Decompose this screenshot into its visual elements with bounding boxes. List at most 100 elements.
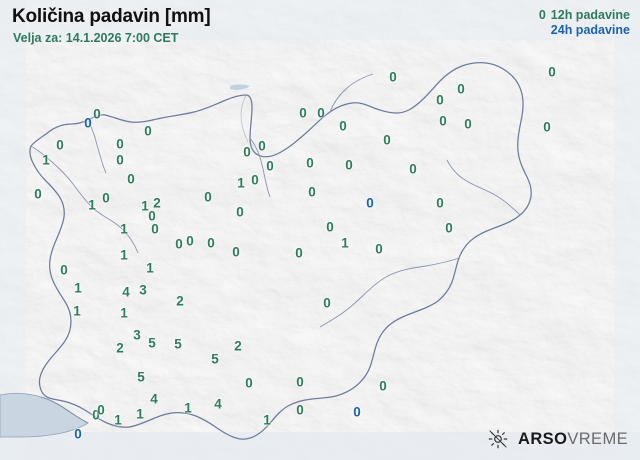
station-value[interactable]: 1 xyxy=(341,235,349,251)
station-value[interactable]: 0 xyxy=(389,69,397,85)
internal-boundary-line-1 xyxy=(87,119,107,174)
station-value[interactable]: 0 xyxy=(144,123,152,139)
logo-text-arso: ARSO xyxy=(518,429,568,448)
station-value[interactable]: 0 xyxy=(296,374,304,390)
station-value[interactable]: 4 xyxy=(122,284,130,300)
station-value[interactable]: 0 xyxy=(299,105,307,121)
national-border-slovenia xyxy=(29,62,532,440)
station-value[interactable]: 1 xyxy=(88,197,96,213)
station-value[interactable]: 0 xyxy=(409,161,417,177)
station-value[interactable]: 0 xyxy=(60,262,68,278)
station-value[interactable]: 0 xyxy=(353,404,361,420)
station-value[interactable]: 0 xyxy=(93,106,101,122)
station-value[interactable]: 1 xyxy=(120,247,128,263)
station-value[interactable]: 0 xyxy=(245,375,253,391)
station-value[interactable]: 1 xyxy=(184,400,192,416)
station-value[interactable]: 0 xyxy=(97,402,105,418)
station-value[interactable]: 0 xyxy=(148,208,156,224)
station-value[interactable]: 0 xyxy=(308,184,316,200)
station-value[interactable]: 1 xyxy=(136,406,144,422)
station-value[interactable]: 0 xyxy=(306,155,314,171)
station-value[interactable]: 1 xyxy=(120,221,128,237)
station-value[interactable]: 1 xyxy=(146,260,154,276)
station-value[interactable]: 0 xyxy=(116,152,124,168)
logo-text-vreme: VREME xyxy=(567,429,628,448)
station-value[interactable]: 0 xyxy=(204,189,212,205)
map-frame-haze-top xyxy=(0,0,640,40)
station-value[interactable]: 5 xyxy=(211,351,219,367)
station-value[interactable]: 0 xyxy=(92,407,100,423)
station-value[interactable]: 0 xyxy=(186,233,194,249)
station-value[interactable]: 5 xyxy=(148,335,156,351)
station-value[interactable]: 0 xyxy=(127,171,135,187)
map-frame-haze-right xyxy=(614,0,640,460)
station-value[interactable]: 0 xyxy=(323,295,331,311)
map-frame-haze-bottom xyxy=(0,432,640,460)
station-value[interactable]: 0 xyxy=(296,402,304,418)
station-value[interactable]: 0 xyxy=(339,118,347,134)
station-value[interactable]: 4 xyxy=(214,396,222,412)
station-value[interactable]: 2 xyxy=(176,293,184,309)
logo-text: ARSOVREME xyxy=(518,430,628,449)
station-value[interactable]: 2 xyxy=(234,338,242,354)
station-value[interactable]: 0 xyxy=(74,426,82,442)
map-frame-haze-left xyxy=(0,0,26,460)
station-value[interactable]: 0 xyxy=(548,64,556,80)
station-value[interactable]: 0 xyxy=(258,138,266,154)
station-value[interactable]: 1 xyxy=(114,412,122,428)
legend-label-12h: 12h padavine xyxy=(550,8,630,22)
station-value[interactable]: 0 xyxy=(445,220,453,236)
legend-item-24h: 24h padavine xyxy=(539,23,630,38)
station-value[interactable]: 0 xyxy=(379,378,387,394)
station-value[interactable]: 0 xyxy=(102,190,110,206)
station-value[interactable]: 0 xyxy=(207,235,215,251)
station-value[interactable]: 0 xyxy=(116,136,124,152)
station-value[interactable]: 0 xyxy=(383,132,391,148)
station-value[interactable]: 0 xyxy=(34,186,42,202)
station-value[interactable]: 0 xyxy=(295,245,303,261)
internal-boundary-line-4 xyxy=(319,257,460,328)
station-value[interactable]: 0 xyxy=(326,219,334,235)
internal-boundary-line-3 xyxy=(249,137,271,198)
station-value[interactable]: 0 xyxy=(457,81,465,97)
station-value[interactable]: 5 xyxy=(137,369,145,385)
station-value[interactable]: 4 xyxy=(150,391,158,407)
station-value[interactable]: 0 xyxy=(243,144,251,160)
station-value[interactable]: 0 xyxy=(266,158,274,174)
station-value[interactable]: 0 xyxy=(345,157,353,173)
station-value[interactable]: 2 xyxy=(153,195,161,211)
station-value[interactable]: 0 xyxy=(366,195,374,211)
station-value[interactable]: 0 xyxy=(84,115,92,131)
station-value[interactable]: 0 xyxy=(464,116,472,132)
station-value[interactable]: 1 xyxy=(73,303,81,319)
coastline-trieste-bay xyxy=(40,396,89,424)
station-value[interactable]: 0 xyxy=(232,244,240,260)
station-value[interactable]: 5 xyxy=(174,336,182,352)
station-value[interactable]: 0 xyxy=(439,113,447,129)
station-value[interactable]: 0 xyxy=(543,119,551,135)
station-value[interactable]: 1 xyxy=(141,198,149,214)
station-value[interactable]: 0 xyxy=(436,92,444,108)
station-value[interactable]: 1 xyxy=(74,280,82,296)
internal-boundary-line-2 xyxy=(30,145,139,254)
station-value[interactable]: 3 xyxy=(139,282,147,298)
river-line-1 xyxy=(240,94,249,143)
page-title: Količina padavin [mm] xyxy=(12,6,211,27)
station-value[interactable]: 1 xyxy=(263,412,271,428)
station-value[interactable]: 0 xyxy=(236,204,244,220)
station-value[interactable]: 2 xyxy=(116,340,124,356)
station-value[interactable]: 0 xyxy=(56,137,64,153)
station-value[interactable]: 0 xyxy=(151,221,159,237)
station-value[interactable]: 0 xyxy=(251,172,259,188)
station-value[interactable]: 0 xyxy=(317,105,325,121)
legend-item-12h: 0 12h padavine xyxy=(539,8,630,23)
station-value[interactable]: 0 xyxy=(175,236,183,252)
station-value[interactable]: 0 xyxy=(375,241,383,257)
station-value[interactable]: 1 xyxy=(120,305,128,321)
sun-rays-icon xyxy=(488,429,508,449)
station-value[interactable]: 1 xyxy=(42,152,50,168)
station-value[interactable]: 0 xyxy=(436,195,444,211)
station-value[interactable]: 1 xyxy=(237,175,245,191)
station-value[interactable]: 3 xyxy=(133,327,141,343)
